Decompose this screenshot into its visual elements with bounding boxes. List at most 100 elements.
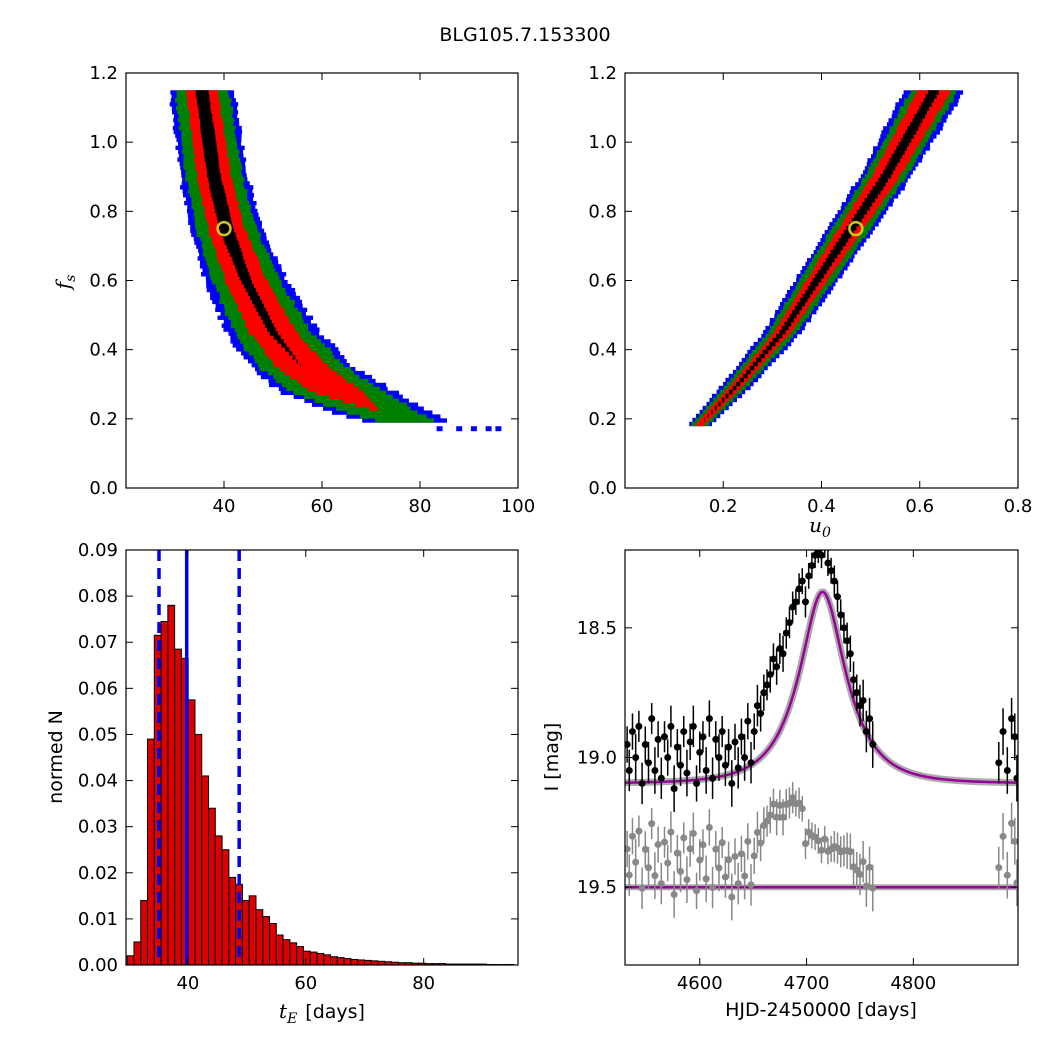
heatmap-cell-level-3 — [902, 134, 914, 139]
data-point — [705, 715, 713, 723]
heatmap-cell-level-3 — [260, 315, 270, 320]
residual-point — [846, 848, 854, 856]
histogram-bar — [289, 942, 298, 966]
heatmap-cell-level-3 — [820, 266, 830, 271]
x-axis-label-sub: E — [286, 1011, 297, 1027]
x-axis-label: tE [days] — [279, 999, 365, 1027]
heatmap-cell-level-2 — [301, 382, 354, 388]
heatmap-cell-level-3 — [812, 277, 822, 283]
heatmap-cell-level-3 — [792, 309, 800, 315]
heatmap-cell-level-3 — [862, 202, 873, 207]
residual-point — [801, 840, 809, 848]
heatmap-cell-level-3 — [896, 146, 907, 151]
heatmap-cell-level-3 — [766, 345, 772, 351]
data-point — [718, 728, 726, 736]
residual-point — [741, 872, 749, 880]
heatmap-cell-level-3 — [856, 210, 868, 215]
heatmap-cell-level-3 — [732, 385, 737, 391]
data-point — [635, 722, 643, 730]
data-point — [834, 593, 842, 601]
heatmap-cell-level-3 — [739, 377, 744, 383]
data-point — [859, 696, 867, 704]
heatmap-cell-level-3 — [269, 331, 278, 336]
histogram-bar — [194, 733, 203, 966]
x-axis-label-sub: 0 — [822, 525, 831, 541]
data-point — [798, 577, 806, 585]
heatmap-cell-level-3 — [203, 149, 218, 154]
x-axis-label: HJD-2450000 [days] — [725, 999, 917, 1021]
heatmap-cell-level-3 — [923, 98, 934, 103]
heatmap-cell-level-3 — [885, 166, 896, 171]
histogram-bar — [126, 955, 135, 966]
y-tick-label: 0.05 — [78, 724, 118, 745]
heatmap-cell-level-3 — [749, 365, 755, 371]
heatmap-cell-level-3 — [725, 393, 729, 399]
residual-point — [664, 859, 672, 867]
heatmap-cell-level-3 — [848, 222, 860, 227]
heatmap-cell-level-3 — [258, 311, 269, 316]
data-point — [686, 738, 694, 746]
heatmap-cell-level-3 — [207, 173, 221, 178]
heatmap-cell-level-3 — [805, 289, 813, 295]
data-point — [856, 702, 864, 710]
residual-point — [635, 827, 643, 835]
x-tick-label: 4600 — [677, 973, 723, 994]
heatmap-cell-level-3 — [226, 244, 240, 249]
y-axis-label-sub: s — [63, 275, 79, 282]
heatmap-cell-level-2 — [342, 398, 371, 403]
y-tick-label: 0.01 — [78, 909, 118, 930]
data-point — [846, 650, 854, 658]
heatmap-cell-level-3 — [714, 405, 717, 411]
heatmap-cell-level-3 — [838, 238, 849, 243]
data-point — [702, 766, 710, 774]
data-point — [795, 585, 803, 593]
histogram-bar — [330, 956, 338, 966]
axes-frame — [125, 549, 519, 966]
data-point — [680, 728, 688, 736]
residual-point — [709, 884, 717, 892]
heatmap-cell-level-3 — [707, 413, 709, 419]
residual-point — [859, 858, 867, 866]
histogram-bar — [357, 959, 365, 966]
heatmap-cell-level-3 — [736, 381, 741, 387]
heatmap-cell-level-3 — [875, 182, 886, 187]
heatmap-cell-level-3 — [721, 397, 725, 403]
residual-point — [779, 813, 787, 821]
heatmap-cell-level-3 — [746, 369, 751, 375]
histogram-bar — [167, 604, 176, 966]
heatmap-outlier-cell — [470, 426, 477, 432]
data-point — [862, 728, 870, 736]
figure-title: BLG105.7.153300 — [439, 24, 610, 46]
heatmap-cell-level-3 — [212, 197, 227, 202]
data-point — [769, 655, 777, 663]
heatmap-cell-level-2 — [369, 406, 378, 411]
heatmap-cell-level-2 — [329, 394, 367, 399]
heatmap-cell-level-3 — [285, 347, 290, 352]
residual-point — [773, 813, 781, 821]
heatmap-cell-level-3 — [769, 341, 776, 347]
residual-point — [715, 864, 723, 872]
data-point — [1008, 715, 1016, 723]
heatmap-cell-level-3 — [883, 170, 893, 175]
heatmap-cell-level-3 — [905, 130, 917, 135]
heatmap-cell-level-3 — [200, 129, 215, 135]
heatmap-cell-level-3 — [288, 351, 293, 356]
x-tick-label: 80 — [409, 496, 432, 517]
x-tick-label: 40 — [176, 973, 199, 994]
heatmap-cell-level-3 — [215, 208, 230, 214]
model-line — [625, 590, 1018, 784]
residual-point — [763, 817, 771, 825]
data-point — [744, 717, 752, 725]
data-point — [818, 551, 825, 559]
y-tick-label: 0.00 — [78, 955, 118, 976]
heatmap-cell-level-1 — [375, 418, 435, 423]
heatmap-cell-level-3 — [267, 327, 276, 332]
y-tick-label: 0.4 — [89, 340, 118, 361]
heatmap-cell-level-3 — [894, 150, 905, 155]
heatmap-cell-level-3 — [211, 193, 226, 198]
heatmap-cell-level-3 — [248, 291, 258, 297]
heatmap-cell-level-3 — [925, 94, 937, 99]
y-tick-label: 0.4 — [588, 340, 617, 361]
residual-point — [651, 872, 659, 880]
data-point — [999, 728, 1007, 736]
